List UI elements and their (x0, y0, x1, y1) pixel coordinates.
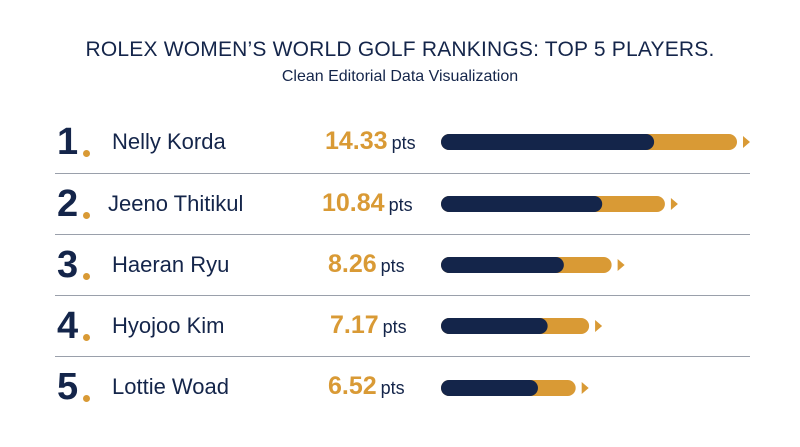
rank-dot (83, 395, 90, 402)
score-unit: pts (391, 133, 416, 153)
player-score: 10.84 pts (322, 188, 413, 222)
chart-subtitle: Clean Editorial Data Visualization (281, 68, 519, 85)
player-score: 8.26 pts (328, 249, 405, 283)
row-divider (55, 356, 750, 357)
rank-number: 5 (57, 366, 79, 408)
bar-value (441, 380, 538, 396)
player-score: 6.52 pts (328, 371, 405, 405)
bar-arrow-icon (595, 320, 603, 332)
bar-value (441, 318, 548, 334)
rank-dot (83, 212, 90, 219)
ranking-list: 1 Nelly Korda 14.33 pts 2 Jeeno Thitikul … (0, 112, 800, 447)
ranking-row: 1 Nelly Korda 14.33 pts (0, 112, 800, 172)
bar-chart (441, 134, 750, 396)
bar-arrow-icon (670, 198, 678, 210)
player-score: 14.33 pts (325, 126, 416, 160)
score-value: 14.33 (325, 127, 388, 155)
score-value: 7.17 (330, 311, 379, 339)
score-unit: pts (380, 256, 405, 276)
ranking-row: 3 Haeran Ryu 8.26 pts (0, 235, 800, 295)
score-unit: pts (380, 378, 405, 398)
player-name: Nelly Korda (112, 129, 226, 154)
score-unit: pts (388, 195, 413, 215)
rank-dot (83, 334, 90, 341)
row-divider (55, 173, 750, 174)
rank-number: 3 (57, 244, 79, 286)
player-name: Hyojoo Kim (112, 313, 225, 338)
score-value: 8.26 (328, 250, 377, 278)
rank-number: 2 (57, 183, 79, 225)
ranking-row: 4 Hyojoo Kim 7.17 pts (0, 296, 800, 356)
bar-arrow-icon (581, 382, 589, 394)
bar-value (441, 257, 564, 273)
bar-value (441, 196, 603, 212)
ranking-row: 5 Lottie Woad 6.52 pts (0, 357, 800, 417)
score-unit: pts (382, 317, 407, 337)
score-value: 10.84 (322, 189, 385, 217)
rank-dot (83, 273, 90, 280)
player-score: 7.17 pts (330, 310, 407, 344)
rank-number: 1 (57, 121, 79, 163)
rank-dot (83, 150, 90, 157)
bar-arrow-icon (617, 259, 625, 271)
row-divider (55, 295, 750, 296)
bar-arrow-icon (743, 136, 750, 148)
rank-number: 4 (57, 305, 79, 347)
ranking-row: 2 Jeeno Thitikul 10.84 pts (0, 174, 800, 234)
player-name: Jeeno Thitikul (108, 191, 244, 216)
player-name: Haeran Ryu (112, 252, 230, 277)
player-name: Lottie Woad (112, 374, 230, 399)
bar-value (441, 134, 655, 150)
score-value: 6.52 (328, 372, 377, 400)
row-divider (55, 234, 750, 235)
chart-title: ROLEX WOMEN’S WORLD GOLF RANKINGS: TOP 5… (85, 38, 715, 61)
